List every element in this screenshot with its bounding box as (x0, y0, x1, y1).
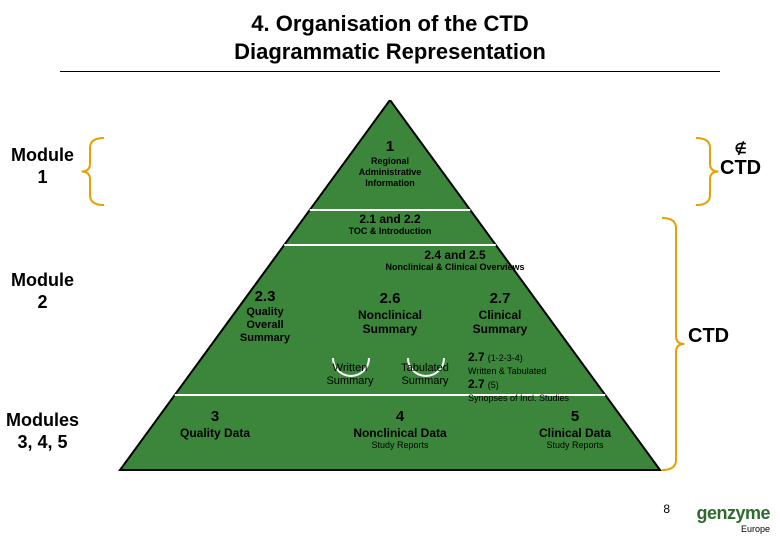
module-5-block: 5 Clinical Data Study Reports (505, 408, 645, 451)
sec-27b-num: 2.7 (468, 377, 485, 391)
sec-24-25-sub: Nonclinical & Clinical Overviews (370, 262, 540, 273)
module-1-l1: Regional (371, 156, 409, 166)
tabulated-summary: Tabulated Summary (395, 362, 455, 388)
ctd-text-2: CTD (688, 325, 729, 347)
mod5-sub: Study Reports (505, 440, 645, 451)
ctd-text-1: CTD (720, 157, 761, 179)
module-1-l3: Information (365, 178, 415, 188)
mod3-num: 3 (155, 408, 275, 426)
written-summary: Written Summary (320, 362, 380, 388)
sec-27-l2: Summary (473, 322, 528, 336)
module-1-text-top: Module (11, 145, 74, 165)
module-2-text-top: Module (11, 270, 74, 290)
page-number: 8 (663, 502, 670, 516)
section-27-1234: 2.7 (1-2-3-4) Written & Tabulated (468, 350, 588, 378)
not-in-symbol: ∉ (720, 140, 761, 157)
modules-345-text-top: Modules (6, 410, 79, 430)
sec-27a-suffix: (1-2-3-4) (488, 353, 523, 363)
mod4-num: 4 (330, 408, 470, 426)
sec-23-num: 2.3 (225, 288, 305, 306)
sec-23-l1: Quality (246, 306, 283, 318)
mod4-title: Nonclinical Data (330, 426, 470, 440)
sec-24-25-title: 2.4 and 2.5 (370, 248, 540, 262)
modules-345-text-bottom: 3, 4, 5 (17, 432, 67, 452)
sec-23-l3: Summary (240, 332, 290, 344)
module-1-label: Module 1 (5, 145, 80, 188)
module-1-text-bottom: 1 (37, 167, 47, 187)
sec-27b-line: Synopses of Incl. Studies (468, 393, 569, 403)
title-line-1: 4. Organisation of the CTD (251, 11, 528, 36)
section-27-5: 2.7 (5) Synopses of Incl. Studies (468, 377, 603, 405)
section-26: 2.6 Nonclinical Summary (345, 290, 435, 337)
mod3-title: Quality Data (155, 426, 275, 440)
sec-21-22-sub: TOC & Introduction (325, 226, 455, 237)
tab-l1: Tabulated (401, 362, 449, 374)
module-1-l2: Administrative (359, 167, 422, 177)
section-21-22: 2.1 and 2.2 TOC & Introduction (325, 212, 455, 237)
tab-l2: Summary (401, 375, 448, 387)
mod5-title: Clinical Data (505, 426, 645, 440)
sec-27-num: 2.7 (460, 290, 540, 308)
written-l1: Written (333, 362, 368, 374)
written-l2: Summary (326, 375, 373, 387)
section-23: 2.3 Quality Overall Summary (225, 288, 305, 346)
logo-region-text: Europe (696, 524, 770, 534)
company-logo: genzyme Europe (696, 503, 770, 534)
sec-26-l1: Nonclinical (358, 308, 422, 322)
module-3-block: 3 Quality Data (155, 408, 275, 440)
section-24-25: 2.4 and 2.5 Nonclinical & Clinical Overv… (370, 248, 540, 273)
logo-brand-text: genzyme (696, 503, 770, 524)
modules-345-label: Modules 3, 4, 5 (0, 410, 85, 453)
sec-26-l2: Summary (363, 322, 418, 336)
sec-27a-line: Written & Tabulated (468, 366, 546, 376)
ctd-pyramid-diagram: Module 1 Module 2 Modules 3, 4, 5 ∉ CTD … (0, 100, 780, 490)
slide: 4. Organisation of the CTD Diagrammatic … (0, 0, 780, 540)
sec-27b-suffix: (5) (488, 380, 499, 390)
mod4-sub: Study Reports (330, 440, 470, 451)
sec-27-l1: Clinical (479, 308, 522, 322)
mod5-num: 5 (505, 408, 645, 426)
section-27: 2.7 Clinical Summary (460, 290, 540, 337)
title-line-2: Diagrammatic Representation (234, 39, 546, 64)
sec-21-22-title: 2.1 and 2.2 (325, 212, 455, 226)
module-2-label: Module 2 (5, 270, 80, 313)
module-2-text-bottom: 2 (37, 292, 47, 312)
sec-23-l2: Overall (246, 319, 283, 331)
not-in-ctd-label: ∉ CTD (720, 140, 761, 180)
sec-26-num: 2.6 (345, 290, 435, 308)
sec-27a-num: 2.7 (468, 350, 485, 364)
module-1-num: 1 (345, 138, 435, 156)
ctd-label: CTD (688, 325, 729, 348)
module-1-block: 1 Regional Administrative Information (345, 138, 435, 188)
slide-title: 4. Organisation of the CTD Diagrammatic … (60, 10, 720, 72)
module-4-block: 4 Nonclinical Data Study Reports (330, 408, 470, 451)
